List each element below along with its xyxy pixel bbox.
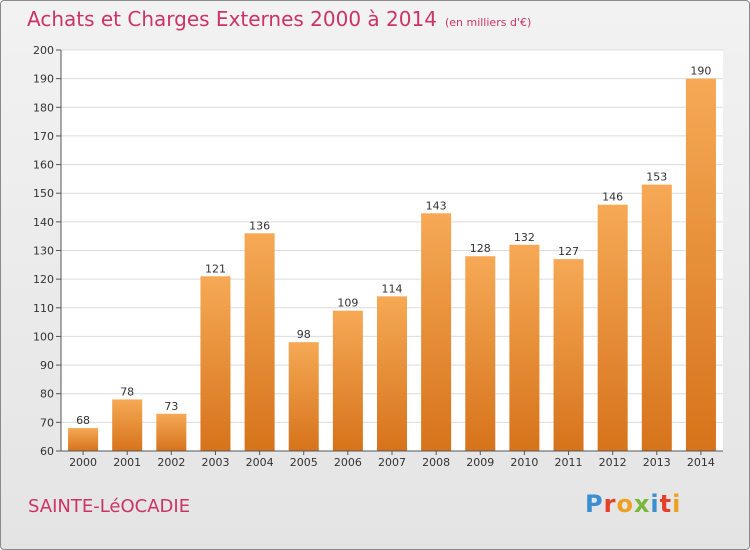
y-tick-label: 190 <box>33 73 54 86</box>
x-tick-label: 2012 <box>599 456 627 469</box>
proxiti-logo: Proxiti <box>585 490 681 518</box>
x-tick-label: 2010 <box>510 456 538 469</box>
bar-2005 <box>288 342 319 451</box>
chart-title-block: Achats et Charges Externes 2000 à 2014 (e… <box>27 7 531 31</box>
data-label: 146 <box>602 191 623 204</box>
x-tick-label: 2014 <box>687 456 715 469</box>
y-tick-label: 180 <box>33 101 54 114</box>
x-tick-label: 2005 <box>290 456 318 469</box>
x-tick-label: 2001 <box>113 456 141 469</box>
data-label: 98 <box>297 328 311 341</box>
chart-title: Achats et Charges Externes 2000 à 2014 <box>27 7 437 31</box>
y-tick-label: 160 <box>33 159 54 172</box>
logo-letter: r <box>603 490 617 518</box>
y-tick-label: 110 <box>33 302 54 315</box>
x-tick-label: 2006 <box>334 456 362 469</box>
x-tick-label: 2007 <box>378 456 406 469</box>
logo-letter: i <box>650 490 660 518</box>
data-label: 109 <box>337 297 358 310</box>
bar-series <box>68 78 716 455</box>
data-label: 128 <box>470 242 491 255</box>
bar-2012 <box>597 204 628 451</box>
data-label: 127 <box>558 245 579 258</box>
bar-2003 <box>200 276 231 451</box>
y-tick-label: 90 <box>40 359 54 372</box>
data-label: 136 <box>249 219 270 232</box>
bar-2010 <box>509 244 540 451</box>
data-label: 153 <box>646 171 667 184</box>
data-label: 132 <box>514 231 535 244</box>
x-tick-label: 2000 <box>69 456 97 469</box>
bar-2014 <box>685 78 716 452</box>
bar-2008 <box>421 213 452 451</box>
x-tick-label: 2008 <box>422 456 450 469</box>
place-name: SAINTE-LéOCADIE <box>28 496 191 517</box>
bar-2009 <box>465 256 496 451</box>
chart-unit: (en milliers d'€) <box>444 16 532 29</box>
bar-2007 <box>376 296 408 451</box>
x-tick-label: 2003 <box>201 456 229 469</box>
data-labels: 68 78 73 121 136 98 109 114 143 128 132 127 146 153 19… <box>76 65 711 427</box>
bar-2001 <box>112 399 143 451</box>
bar-2004 <box>244 233 275 451</box>
logo-letter: x <box>633 490 651 518</box>
y-tick-label: 100 <box>33 330 54 343</box>
y-tick-label: 200 <box>33 44 54 57</box>
y-tick-label: 150 <box>33 187 54 200</box>
data-label: 68 <box>76 414 90 427</box>
y-tick-label: 80 <box>40 388 54 401</box>
y-axis-labels: 60 70 80 90 100 110 120 130 140 150 160 170 180 190 20… <box>33 44 54 458</box>
data-label: 190 <box>690 65 711 78</box>
y-tick-label: 120 <box>33 273 54 286</box>
bar-2013 <box>641 184 672 451</box>
data-label: 114 <box>382 282 403 295</box>
x-axis-labels: 2000 2001 2002 2003 2004 2005 2006 2007 2008 2009… <box>69 456 715 469</box>
data-label: 121 <box>205 262 226 275</box>
x-tick-label: 2002 <box>157 456 185 469</box>
logo-letter: o <box>616 490 634 518</box>
y-tick-label: 170 <box>33 130 54 143</box>
y-tick-label: 130 <box>33 245 54 258</box>
x-tick-label: 2011 <box>555 456 583 469</box>
data-label: 73 <box>164 400 178 413</box>
logo-letter: i <box>672 490 682 518</box>
data-label: 143 <box>426 199 447 212</box>
bar-2000 <box>68 428 99 451</box>
x-tick-label: 2004 <box>246 456 274 469</box>
data-label: 78 <box>120 385 134 398</box>
y-tick-label: 70 <box>40 416 54 429</box>
y-tick-label: 140 <box>33 216 54 229</box>
y-tick-label: 60 <box>40 445 54 458</box>
bar-2011 <box>553 259 584 451</box>
logo-letter: P <box>585 490 604 518</box>
bar-2006 <box>332 310 363 451</box>
x-tick-label: 2009 <box>466 456 494 469</box>
bar-2002 <box>156 413 187 451</box>
x-tick-label: 2013 <box>643 456 671 469</box>
logo-letter: t <box>659 490 673 518</box>
